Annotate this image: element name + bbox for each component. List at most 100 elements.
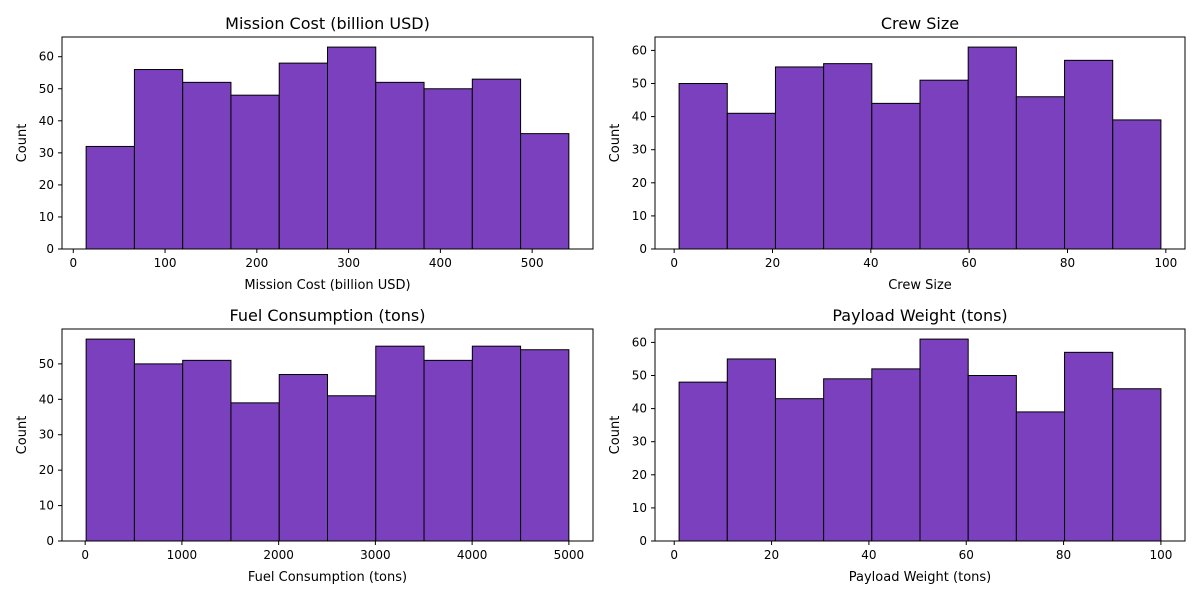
histogram-bar <box>823 63 873 250</box>
chart-title: Crew Size <box>881 14 959 33</box>
x-axis-label: Crew Size <box>888 278 952 293</box>
y-tick-label: 10 <box>39 499 54 513</box>
x-tick-label: 100 <box>1149 548 1172 562</box>
y-tick-label: 50 <box>632 369 647 383</box>
x-tick-label: 0 <box>670 256 678 270</box>
y-tick-label: 30 <box>632 435 647 449</box>
x-tick-label: 500 <box>521 256 544 270</box>
x-tick-label: 0 <box>69 256 77 270</box>
y-tick-label: 30 <box>39 428 54 442</box>
chart-title: Fuel Consumption (tons) <box>230 306 426 325</box>
chart-title: Mission Cost (billion USD) <box>225 14 430 33</box>
y-tick-label: 20 <box>39 463 54 477</box>
x-tick-label: 5000 <box>554 548 585 562</box>
histogram-bar <box>1064 351 1114 542</box>
y-tick-label: 0 <box>639 242 647 256</box>
y-tick-label: 30 <box>632 143 647 157</box>
axes-frame <box>61 36 594 250</box>
x-tick-label: 4000 <box>457 548 488 562</box>
y-tick-label: 30 <box>39 146 54 160</box>
histogram-bar <box>278 374 328 542</box>
x-tick-label: 100 <box>1154 256 1177 270</box>
y-tick-label: 50 <box>39 357 54 371</box>
histogram-bar <box>278 62 328 250</box>
histogram-bar <box>1064 59 1114 250</box>
histogram-bar <box>774 398 825 542</box>
y-axis-label: Count <box>608 124 623 163</box>
histogram-bar <box>471 78 522 250</box>
histogram-bar <box>85 338 135 542</box>
x-tick-label: 20 <box>765 256 780 270</box>
y-tick-label: 0 <box>639 534 647 548</box>
histogram-bar <box>133 69 184 250</box>
y-tick-label: 40 <box>39 392 54 406</box>
x-tick-label: 20 <box>764 548 779 562</box>
histogram-bar <box>823 378 873 542</box>
histogram-crew-size: 0 20 40 60 80 100 0 10 20 30 40 50 60 Crew Size Crew S… <box>608 14 1186 293</box>
x-tick-label: 200 <box>245 256 268 270</box>
histogram-bar <box>726 358 776 542</box>
histogram-bar <box>1015 411 1066 542</box>
x-tick-label: 2000 <box>263 548 294 562</box>
y-tick-label: 20 <box>632 176 647 190</box>
histogram-bar <box>967 375 1017 542</box>
histogram-bar <box>871 102 921 250</box>
y-tick-label: 10 <box>632 209 647 223</box>
x-tick-label: 80 <box>1060 256 1075 270</box>
histogram-bar <box>678 381 728 542</box>
histogram-bar <box>871 368 921 542</box>
x-tick-label: 40 <box>861 548 876 562</box>
histogram-bar <box>133 363 184 542</box>
histogram-bar <box>375 345 425 542</box>
y-tick-label: 10 <box>632 501 647 515</box>
histogram-bar <box>678 83 728 250</box>
y-tick-label: 50 <box>39 82 54 96</box>
x-axis-label: Payload Weight (tons) <box>849 570 991 585</box>
histogram-bar <box>471 345 522 542</box>
y-axis-label: Count <box>15 124 30 163</box>
y-tick-label: 50 <box>632 77 647 91</box>
histogram-bar <box>726 112 776 250</box>
x-tick-label: 0 <box>670 548 678 562</box>
histogram-bar <box>423 88 473 250</box>
chart-title: Payload Weight (tons) <box>832 306 1007 325</box>
y-tick-label: 20 <box>632 468 647 482</box>
x-tick-label: 60 <box>962 256 977 270</box>
histogram-bar <box>919 79 969 250</box>
y-axis-label: Count <box>608 416 623 455</box>
histogram-bar <box>327 395 377 542</box>
x-tick-label: 1000 <box>167 548 198 562</box>
y-tick-label: 40 <box>632 402 647 416</box>
x-tick-label: 40 <box>863 256 878 270</box>
histogram-payload-weight: 0 20 40 60 80 100 0 10 20 30 40 50 60 Payload Weight … <box>608 306 1186 585</box>
histogram-bar <box>919 338 969 542</box>
x-axis-label: Mission Cost (billion USD) <box>244 278 410 293</box>
x-tick-label: 80 <box>1056 548 1071 562</box>
y-tick-label: 0 <box>46 242 54 256</box>
histogram-fuel-consumption: 0 1000 2000 3000 4000 5000 0 10 20 30 40 50 Fuel Con… <box>15 306 594 585</box>
histogram-bar <box>1112 119 1162 250</box>
y-tick-label: 40 <box>39 114 54 128</box>
histogram-bar <box>230 94 280 250</box>
histogram-bar <box>85 145 135 250</box>
histogram-bar <box>967 46 1017 250</box>
histogram-bar <box>327 46 377 250</box>
y-tick-label: 10 <box>39 210 54 224</box>
x-tick-label: 60 <box>959 548 974 562</box>
x-tick-label: 0 <box>81 548 89 562</box>
y-tick-label: 20 <box>39 178 54 192</box>
histogram-bar <box>182 81 232 250</box>
histogram-bar <box>774 66 825 250</box>
histogram-bar <box>230 402 280 542</box>
histogram-mission-cost: 0 100 200 300 400 500 0 10 20 30 40 50 60 Mission Cos… <box>15 14 594 293</box>
y-tick-label: 60 <box>632 43 647 57</box>
x-tick-label: 300 <box>337 256 360 270</box>
histogram-bar <box>182 359 232 542</box>
axes-frame <box>654 328 1186 542</box>
histogram-bar <box>520 349 570 542</box>
histogram-bar <box>1015 96 1066 250</box>
y-tick-label: 60 <box>39 50 54 64</box>
x-tick-label: 3000 <box>360 548 391 562</box>
x-axis-label: Fuel Consumption (tons) <box>248 570 407 585</box>
